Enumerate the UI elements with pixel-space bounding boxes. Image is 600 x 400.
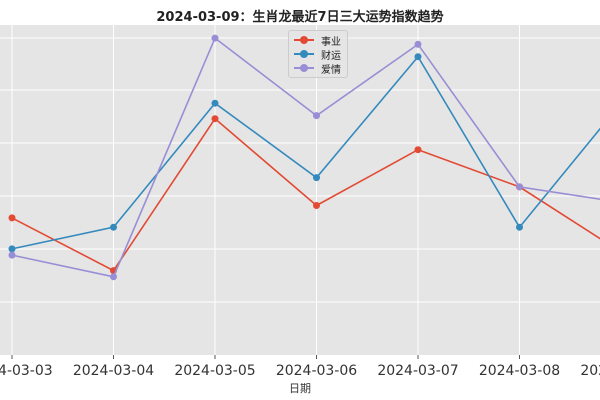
legend-item-1: 财运 bbox=[293, 47, 341, 62]
legend-item-0: 事业 bbox=[293, 33, 341, 48]
legend-item-2: 爱情 bbox=[293, 61, 341, 76]
x-tick-label-4: 2024-03-07 bbox=[377, 363, 458, 379]
series-1-point-2 bbox=[211, 99, 219, 107]
series-2-point-4 bbox=[414, 40, 422, 48]
legend: 事业 财运 爱情 bbox=[288, 30, 348, 78]
series-2-point-2 bbox=[211, 34, 219, 42]
series-0-point-2 bbox=[211, 115, 219, 123]
series-1-point-5 bbox=[516, 223, 523, 231]
series-1-point-3 bbox=[313, 174, 320, 182]
x-axis-label: 日期 bbox=[289, 382, 311, 395]
series-1-point-0 bbox=[8, 245, 16, 253]
x-tick-label-3: 2024-03-06 bbox=[276, 363, 357, 379]
series-2-point-5 bbox=[516, 183, 523, 191]
series-1-point-1 bbox=[110, 223, 117, 231]
x-tick-label-0: 2024-03-03 bbox=[0, 363, 53, 379]
legend-label-1: 财运 bbox=[321, 50, 341, 62]
series-2-point-0 bbox=[8, 251, 16, 259]
x-tick-label-5: 2024-03-08 bbox=[479, 363, 560, 379]
series-1-point-4 bbox=[414, 53, 422, 61]
legend-swatch-2 bbox=[293, 61, 315, 75]
legend-label-0: 事业 bbox=[321, 36, 341, 48]
chart-title: 2024-03-09：生肖龙最近7日三大运势指数趋势 bbox=[156, 10, 444, 25]
x-tick-label-6: 2024-03-09 bbox=[580, 363, 600, 379]
x-tick-label-1: 2024-03-04 bbox=[73, 363, 154, 379]
legend-swatch-0 bbox=[293, 33, 315, 47]
series-0-point-4 bbox=[414, 146, 422, 154]
series-2-point-3 bbox=[313, 112, 320, 120]
plot-area bbox=[0, 25, 600, 355]
series-0-point-3 bbox=[313, 202, 320, 209]
x-tick-label-2: 2024-03-05 bbox=[174, 363, 255, 379]
legend-label-2: 爱情 bbox=[321, 64, 341, 76]
series-2-point-1 bbox=[110, 273, 117, 281]
series-0-point-0 bbox=[8, 214, 16, 222]
legend-swatch-1 bbox=[293, 47, 315, 61]
